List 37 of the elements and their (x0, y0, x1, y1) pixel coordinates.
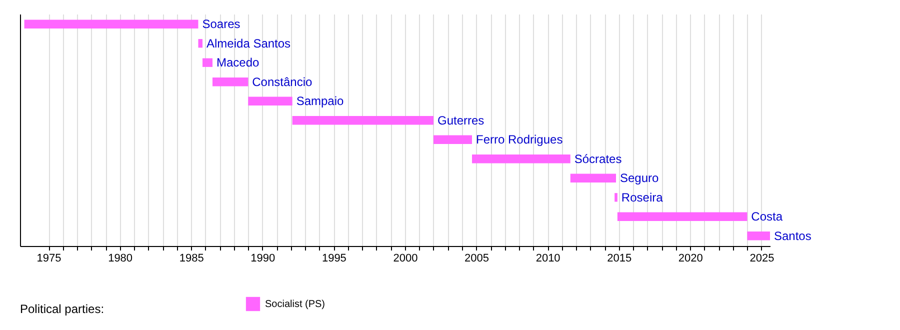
bar (212, 78, 248, 86)
y-tick-label: Sócrates (574, 152, 622, 166)
x-tick-label: 1980 (108, 252, 133, 264)
x-tick-label: 2010 (536, 252, 560, 264)
y-tick-label: Macedo (216, 56, 260, 70)
bar (24, 20, 198, 28)
x-tick-label: 2015 (607, 252, 632, 264)
legend-title: Political parties: (20, 302, 104, 316)
y-tick-label: Santos (774, 228, 812, 243)
bar (202, 58, 212, 67)
bar (198, 39, 203, 48)
x-tick-label: 1975 (36, 252, 62, 264)
x-tick-label: 2000 (393, 252, 418, 264)
bar (747, 232, 770, 240)
legend-label: Socialist (PS) (265, 299, 326, 310)
x-tick-label: 1990 (250, 252, 276, 264)
x-tick-label: 1995 (322, 252, 346, 264)
bar (292, 116, 434, 125)
y-tick-label: Constâncio (252, 74, 312, 89)
bar (614, 193, 618, 202)
y-tick-label: Soares (202, 17, 240, 32)
bar (617, 212, 748, 221)
y-tick-label: Costa (751, 210, 783, 224)
y-tick-label: Sampaio (296, 94, 344, 108)
bar (248, 96, 292, 106)
x-tick-label: 2020 (678, 252, 703, 264)
y-tick-label: Ferro Rodrigues (476, 132, 563, 147)
x-tick-label: 1985 (179, 252, 204, 264)
x-tick-label: 2025 (750, 252, 774, 264)
bar (570, 174, 616, 182)
y-tick-label: Seguro (620, 171, 660, 186)
bar (472, 154, 570, 164)
x-tick-label: 2005 (464, 252, 490, 264)
y-tick-label: Guterres (438, 113, 484, 128)
y-tick-label: Almeida Santos (206, 36, 291, 50)
y-tick-label: Roseira (621, 190, 664, 204)
bar (434, 135, 472, 144)
